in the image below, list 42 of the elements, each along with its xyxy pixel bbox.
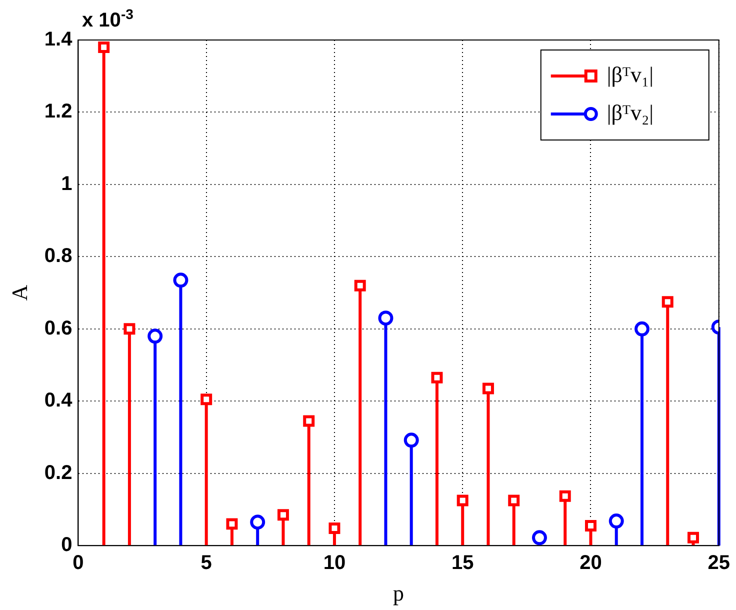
y-tick-label: 1 — [61, 172, 72, 195]
y-axis-title: A — [6, 284, 32, 301]
y-tick-label: 1.4 — [44, 28, 74, 51]
y-tick-label: 0.8 — [44, 245, 72, 268]
point — [688, 532, 699, 544]
x-tick-label: 5 — [200, 552, 212, 574]
point — [124, 323, 136, 335]
point — [303, 415, 315, 427]
point — [226, 518, 238, 530]
x-tick-label: 15 — [451, 552, 474, 574]
point — [277, 509, 289, 521]
point — [662, 296, 674, 308]
y-tick-label: 0 — [61, 534, 72, 556]
point — [354, 280, 366, 292]
text: x 10$^{-3}$ — [82, 6, 134, 33]
point — [634, 321, 650, 336]
point — [608, 514, 624, 529]
legend-label: |βᵀv₂| — [606, 100, 654, 125]
point — [250, 514, 266, 530]
point — [559, 490, 571, 502]
point — [378, 310, 394, 326]
legend-label: |βᵀv₁| — [606, 62, 654, 87]
point — [328, 522, 340, 534]
x-tick-label: 10 — [323, 552, 346, 574]
y-tick-label: 0.6 — [44, 317, 72, 340]
point — [173, 272, 188, 288]
point — [98, 41, 110, 53]
y-tick-label: 0.2 — [44, 462, 72, 484]
x-axis-title: p — [393, 580, 404, 606]
point — [200, 394, 212, 406]
x-tick-label: 20 — [580, 552, 602, 574]
x-tick-label: 25 — [708, 552, 730, 574]
point — [456, 494, 468, 506]
y-tick-label: 0.4 — [44, 390, 74, 412]
point — [404, 432, 419, 448]
y-tick-label: 1.2 — [44, 100, 72, 123]
point — [585, 520, 596, 532]
point — [148, 328, 163, 344]
point — [431, 372, 443, 384]
point — [532, 530, 547, 546]
point — [482, 382, 494, 394]
point — [508, 494, 520, 506]
